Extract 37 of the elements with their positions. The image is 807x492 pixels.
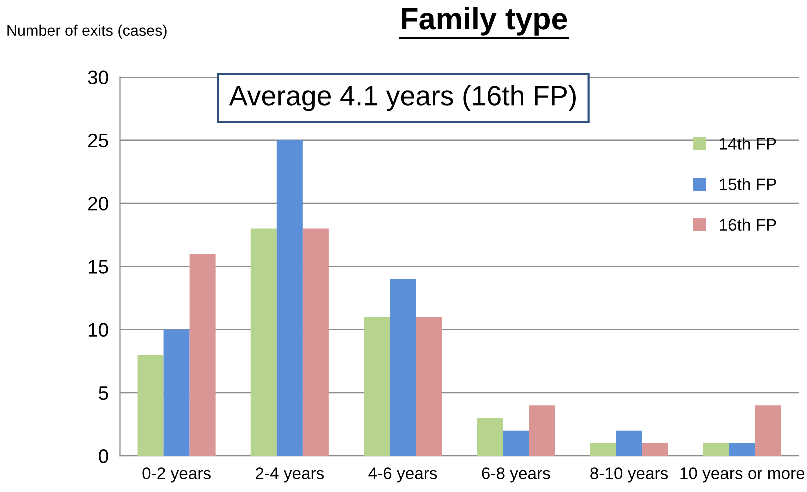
legend-label: 14th FP bbox=[720, 138, 776, 150]
bar bbox=[729, 443, 756, 456]
bar bbox=[138, 355, 164, 456]
legend-label: 16th FP bbox=[720, 218, 776, 232]
bar bbox=[416, 317, 442, 456]
bar bbox=[703, 443, 730, 456]
bar bbox=[755, 406, 782, 456]
x-tick-label: 8-10 years bbox=[590, 468, 668, 483]
x-tick-label: 0-2 years bbox=[142, 468, 211, 483]
bar bbox=[250, 228, 277, 456]
annotation: Average 4.1 years (16th FP) bbox=[229, 85, 576, 112]
y-tick-label: 10 bbox=[88, 323, 108, 338]
x-tick-label: 10 years or more bbox=[680, 468, 805, 483]
bar bbox=[276, 140, 303, 456]
x-tick-label: 2-4 years bbox=[256, 468, 324, 483]
bar bbox=[642, 443, 668, 456]
x-tick-label: 4-6 years bbox=[368, 468, 438, 483]
y-tick-label: 30 bbox=[88, 70, 108, 84]
y-tick-label: 20 bbox=[88, 196, 108, 211]
y-tick-label: 15 bbox=[88, 260, 108, 274]
bar bbox=[302, 228, 329, 456]
bar bbox=[616, 430, 642, 456]
bar bbox=[529, 406, 556, 456]
bar bbox=[390, 279, 416, 456]
bar bbox=[503, 430, 530, 456]
bar bbox=[190, 254, 216, 456]
bar bbox=[590, 443, 616, 456]
y-tick-label: 25 bbox=[88, 134, 108, 148]
legend-label: 15th FP bbox=[720, 178, 776, 190]
y-tick-label: 5 bbox=[99, 386, 108, 400]
bar bbox=[477, 418, 504, 456]
y-tick-label: 0 bbox=[99, 450, 108, 464]
chart-title: Family type bbox=[402, 7, 568, 36]
y-axis-title: Number of exits (cases) bbox=[8, 24, 167, 40]
bar bbox=[164, 330, 190, 456]
x-tick-label: 6-8 years bbox=[482, 468, 550, 483]
bar bbox=[364, 317, 390, 456]
